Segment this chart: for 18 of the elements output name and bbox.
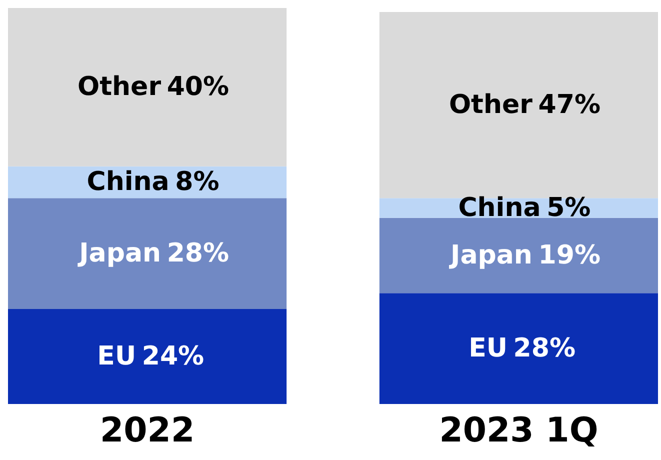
data-label: 24% [142,341,204,372]
series-label: China [86,167,170,198]
series-label: Japan [448,240,532,270]
data-label: 19% [538,240,600,270]
x-tick-label: 2023 1Q [439,410,598,450]
data-label: 8% [175,167,220,198]
text: China [458,192,541,223]
x-tick-label: 2022 [100,410,195,450]
series-label: EU [97,341,136,372]
text: Other [448,90,532,120]
data-label: 47% [538,90,600,120]
text: Japan [79,238,162,269]
series-label: Other [78,72,162,102]
data-label: 28% [166,238,230,269]
data-label: 28% [513,334,576,364]
text: EU [468,334,508,364]
data-label: 40% [166,72,230,102]
data-label: 5% [546,192,591,223]
